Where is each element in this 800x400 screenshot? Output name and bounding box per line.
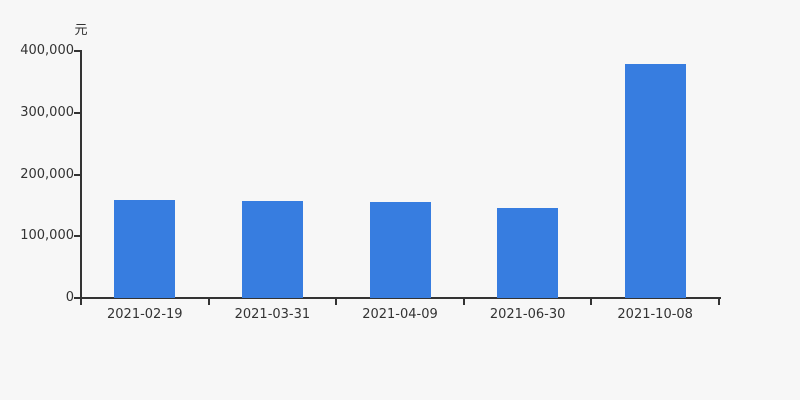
y-axis-line — [80, 50, 82, 298]
x-axis-tick-label: 2021-02-19 — [107, 307, 183, 322]
bar[interactable] — [114, 200, 176, 298]
y-axis-tick — [74, 297, 80, 299]
x-axis-tick-label: 2021-10-08 — [617, 307, 693, 322]
x-axis-tick — [462, 299, 465, 305]
y-axis-unit-label: 元 — [74, 23, 88, 38]
x-axis-tick — [207, 299, 210, 305]
y-axis-tick — [74, 173, 80, 176]
bar[interactable] — [241, 201, 303, 298]
y-axis-tick-label: 100,000 — [20, 228, 74, 244]
x-axis-tick — [590, 299, 593, 305]
y-axis-tick-label: 0 — [65, 290, 74, 305]
x-axis-tick-label: 2021-04-09 — [362, 307, 438, 322]
y-axis-tick-label: 400,000 — [20, 43, 74, 58]
y-axis-tick-label: 200,000 — [20, 166, 74, 182]
y-axis-tick — [74, 50, 80, 52]
y-axis-tick-label: 300,000 — [20, 104, 74, 120]
x-axis-tick — [718, 299, 720, 305]
y-axis-tick — [74, 235, 80, 238]
x-axis-tick — [80, 299, 82, 305]
x-axis-tick — [335, 299, 338, 305]
y-axis-tick — [74, 111, 80, 114]
x-axis-line — [80, 297, 721, 299]
bar[interactable] — [369, 201, 431, 298]
x-axis-tick-label: 2021-03-31 — [234, 307, 311, 322]
bar[interactable] — [624, 64, 686, 298]
bar[interactable] — [497, 208, 559, 298]
x-axis-tick-label: 2021-06-30 — [489, 307, 566, 322]
